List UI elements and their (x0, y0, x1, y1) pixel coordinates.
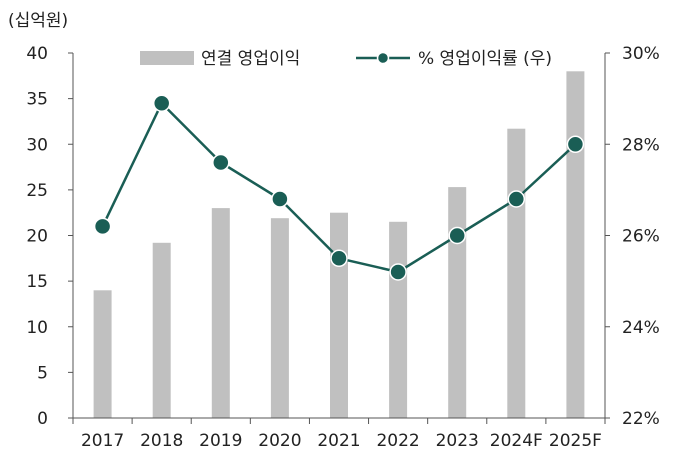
y-left-tick-label: 20 (26, 227, 48, 247)
y-right-tick-label: 30% (622, 44, 660, 64)
x-tick-label: 2020 (258, 431, 301, 451)
x-tick-labels: 2017 2018 2019 2020 2021 2022 2023 2024F 2025F (72, 418, 606, 451)
y-left-tick-label: 25 (26, 181, 48, 201)
y-left-tick-label: 35 (26, 90, 48, 110)
bar-2020 (270, 218, 289, 418)
y-right-tick-label: 28% (622, 135, 660, 155)
y-right-tick-label: 26% (622, 227, 660, 247)
line-series (93, 94, 585, 281)
y-right-tick-label: 24% (622, 318, 660, 338)
y-left-tick-label: 5 (37, 363, 48, 383)
y-left-tick-label: 40 (26, 44, 48, 64)
margin-point-2018 (152, 94, 171, 112)
legend-line-marker (376, 51, 390, 65)
bar-2024f (507, 128, 526, 418)
y-left-tick-label: 0 (37, 409, 48, 429)
y-left-tick-label: 10 (26, 318, 48, 338)
bar-2018 (152, 242, 171, 418)
margin-point-2022 (389, 263, 407, 281)
x-tick-label: 2025F (549, 431, 602, 451)
y-right-tick-labels: 22% 24% 26% 28% 30% (605, 44, 660, 429)
x-tick-label: 2018 (140, 431, 183, 451)
bar-2017 (93, 290, 112, 419)
y-left-unit-label: (십억원) (8, 11, 68, 31)
x-tick-label: 2017 (81, 431, 124, 451)
margin-point-2021 (330, 249, 348, 268)
bar-2022 (389, 221, 408, 418)
y-left-tick-label: 15 (26, 272, 48, 292)
margin-point-2020 (271, 190, 289, 208)
legend: 연결 영업이익 % 영업이익률 (우) (140, 49, 552, 69)
x-tick-label: 2023 (436, 431, 479, 451)
margin-point-2017 (93, 217, 112, 236)
bar-2025f (566, 71, 585, 419)
bar-2021 (330, 212, 348, 418)
margin-point-2024f (507, 190, 526, 208)
x-tick-label: 2021 (317, 431, 360, 451)
y-left-tick-label: 30 (26, 135, 48, 155)
margin-point-2023 (448, 226, 466, 245)
margin-point-2025f (566, 135, 585, 154)
bar-2019 (211, 208, 230, 418)
legend-line-label: % 영업이익률 (우) (418, 49, 552, 69)
y-left-tick-labels: 0 5 10 15 20 25 30 35 40 (26, 44, 73, 429)
x-tick-label: 2022 (376, 431, 419, 451)
x-tick-label: 2019 (199, 431, 242, 451)
bar-2023 (448, 187, 467, 418)
margin-point-2019 (212, 153, 230, 172)
bar-series (93, 71, 585, 419)
x-tick-label: 2024F (490, 431, 543, 451)
legend-bar-label: 연결 영업이익 (201, 49, 300, 69)
legend-bar-swatch (140, 51, 194, 65)
y-right-tick-label: 22% (622, 409, 660, 429)
